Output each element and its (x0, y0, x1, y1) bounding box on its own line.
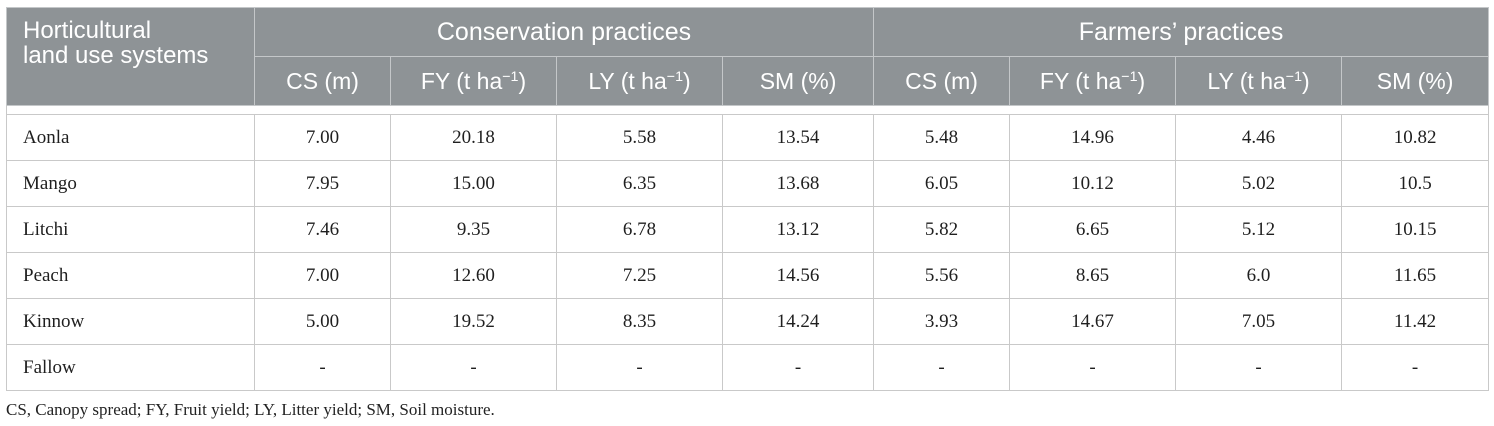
table-cell: 19.52 (390, 298, 557, 345)
row-header-line-2: land use systems (23, 42, 209, 69)
table-cell: 13.68 (721, 160, 875, 207)
row-header-line-1: Horticultural (23, 17, 152, 44)
col-cs-farmers: CS (m) (873, 56, 1011, 106)
table-cell: 11.42 (1341, 298, 1490, 345)
table-row: Litchi 7.46 9.35 6.78 13.12 5.82 6.65 5.… (6, 206, 1490, 253)
table-cell: 6.35 (556, 160, 723, 207)
table-cell: 7.00 (254, 114, 391, 161)
col-fy-farmers: FY (t ha−1) (1009, 56, 1177, 106)
table-cell: 13.12 (721, 206, 875, 253)
table-cell: 5.48 (873, 114, 1011, 161)
table-cell: 14.96 (1009, 114, 1177, 161)
table-cell: 7.46 (254, 206, 391, 253)
row-header-label: Horticultural land use systems (6, 7, 255, 106)
table-cell: 14.24 (721, 298, 875, 345)
table-cell: 5.58 (556, 114, 723, 161)
table-row: Kinnow 5.00 19.52 8.35 14.24 3.93 14.67 … (6, 298, 1490, 345)
table-cell: 6.0 (1175, 252, 1343, 299)
table-cell: 20.18 (390, 114, 557, 161)
table-cell: 5.02 (1175, 160, 1343, 207)
table-cell: 5.12 (1175, 206, 1343, 253)
table-cell: - (1175, 344, 1343, 391)
col-ly-farmers: LY (t ha−1) (1175, 56, 1343, 106)
table-footnote: CS, Canopy spread; FY, Fruit yield; LY, … (6, 400, 495, 419)
row-label: Fallow (6, 344, 255, 391)
col-sm-conservation: SM (%) (721, 56, 875, 106)
row-label: Kinnow (6, 298, 255, 345)
table-cell: 10.12 (1009, 160, 1177, 207)
table-cell: 13.54 (721, 114, 875, 161)
table-cell: - (254, 344, 391, 391)
sub-header-row: CS (m) FY (t ha−1) LY (t ha−1) SM (%) CS… (7, 56, 1490, 106)
table-cell: 5.00 (254, 298, 391, 345)
results-table: Horticultural land use systems Conservati… (5, 7, 1490, 391)
table-cell: - (390, 344, 557, 391)
table-cell: 7.95 (254, 160, 391, 207)
table-cell: 4.46 (1175, 114, 1343, 161)
table-cell: 10.15 (1341, 206, 1490, 253)
col-ly-conservation: LY (t ha−1) (556, 56, 723, 106)
table-cell: 8.65 (1009, 252, 1177, 299)
group-header-row: Horticultural land use systems Conservati… (6, 7, 1490, 106)
table-cell: 7.05 (1175, 298, 1343, 345)
table-cell: 12.60 (390, 252, 557, 299)
table-cell: 9.35 (390, 206, 557, 253)
table-cell: 6.65 (1009, 206, 1177, 253)
table-cell: 14.67 (1009, 298, 1177, 345)
table-cell: 8.35 (556, 298, 723, 345)
table-cell: 3.93 (873, 298, 1011, 345)
table-cell: 5.82 (873, 206, 1011, 253)
table-row: Peach 7.00 12.60 7.25 14.56 5.56 8.65 6.… (6, 252, 1490, 299)
table-cell: - (1341, 344, 1490, 391)
table-row: Mango 7.95 15.00 6.35 13.68 6.05 10.12 5… (6, 160, 1490, 207)
col-cs-conservation: CS (m) (254, 56, 391, 106)
col-fy-conservation: FY (t ha−1) (390, 56, 557, 106)
table-cell: 6.05 (873, 160, 1011, 207)
table-cell: - (556, 344, 723, 391)
table-cell: 10.5 (1341, 160, 1490, 207)
table-cell: 7.25 (556, 252, 723, 299)
table-cell: 14.56 (721, 252, 875, 299)
table-cell: - (873, 344, 1011, 391)
row-label: Mango (6, 160, 255, 207)
table-cell: 10.82 (1341, 114, 1490, 161)
table-row: Fallow - - - - - - - - (6, 344, 1490, 391)
group-conservation-practices: Conservation practices (253, 7, 875, 57)
table-row: Aonla 7.00 20.18 5.58 13.54 5.48 14.96 4… (6, 114, 1490, 161)
table-cell: 6.78 (556, 206, 723, 253)
table-cell: 7.00 (254, 252, 391, 299)
table-cell: 11.65 (1341, 252, 1490, 299)
group-farmers-practices: Farmers’ practices (873, 7, 1490, 57)
row-label: Litchi (6, 206, 255, 253)
table-cell: 15.00 (390, 160, 557, 207)
table-cell: 5.56 (873, 252, 1011, 299)
table-cell: - (1009, 344, 1177, 391)
row-label: Peach (6, 252, 255, 299)
table-cell: - (721, 344, 875, 391)
col-sm-farmers: SM (%) (1341, 56, 1490, 106)
row-label: Aonla (6, 114, 255, 161)
header-spacer (5, 105, 1490, 115)
